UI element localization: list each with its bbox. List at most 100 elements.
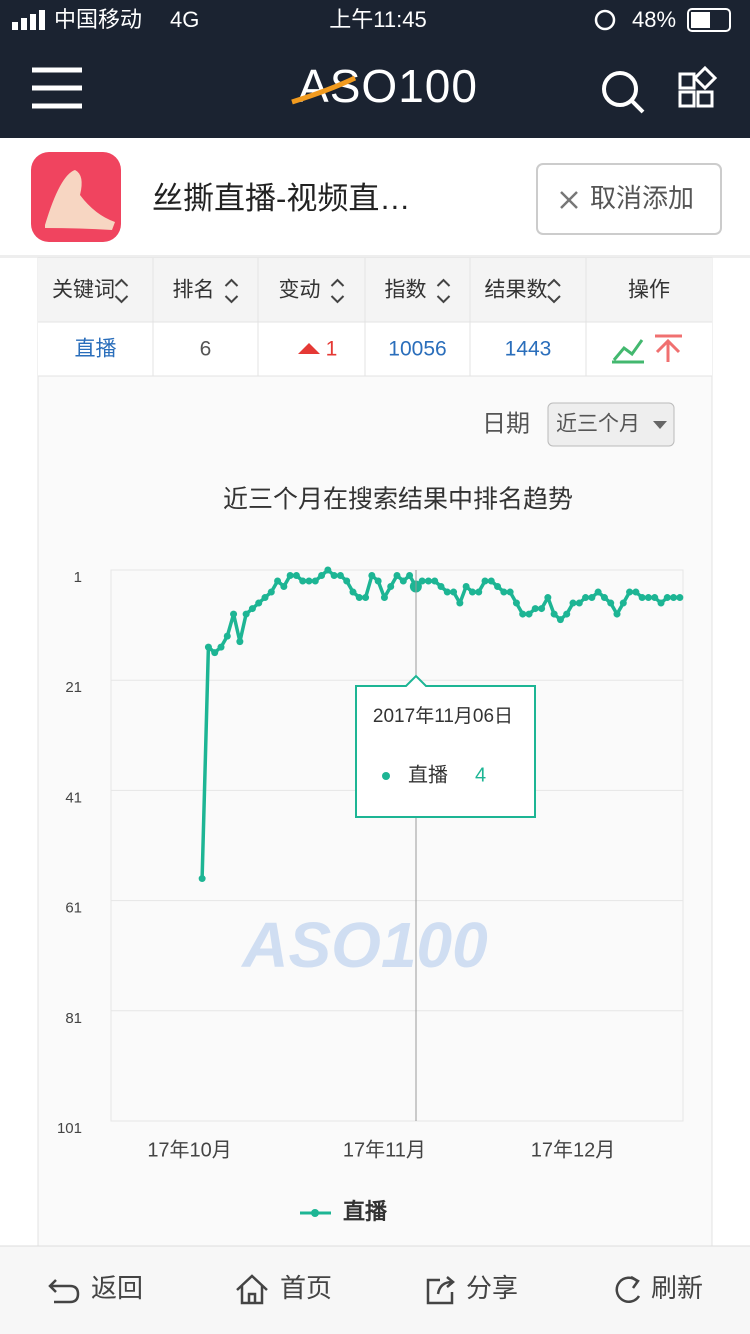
data-point [538,605,546,613]
search-button[interactable] [602,71,645,114]
data-point [324,566,332,574]
data-point [575,599,583,607]
data-point [362,594,370,602]
data-point [613,610,621,618]
data-point [670,594,678,602]
data-point [380,594,388,602]
tooltip-title: 2017年11月06日 [373,705,513,727]
x-tick-label: 17年11月 [343,1138,426,1161]
data-point [588,594,596,602]
y-tick-label: 101 [57,1120,82,1137]
watermark: ASO100 [240,909,487,981]
data-point [638,594,646,602]
logo[interactable]: ASO100 [298,60,478,112]
data-point [563,610,571,618]
data-point [500,588,508,596]
data-point [644,594,652,602]
data-point [550,610,558,618]
nav-refresh[interactable]: 刷新 [651,1273,703,1303]
data-point [651,594,659,602]
column-header[interactable]: 结果数 [485,279,548,302]
data-point [274,577,282,585]
data-point [481,577,489,585]
data-point [424,577,432,585]
data-point [305,577,313,585]
data-point [594,588,602,596]
table-cell: 1 [326,338,338,361]
legend-dot [311,1209,319,1217]
period-select[interactable] [547,402,675,447]
column-header[interactable]: 变动 [279,279,321,302]
nav-back[interactable]: 返回 [91,1273,143,1303]
battery-fill [691,12,710,28]
trend-button[interactable] [612,339,644,364]
back-icon [48,1279,80,1304]
menu-button[interactable] [32,67,82,109]
data-point [248,605,256,613]
data-point [450,588,458,596]
y-tick-label: 81 [65,1010,82,1027]
data-point [267,588,275,596]
data-point [569,599,577,607]
nav-home[interactable]: 首页 [280,1273,332,1303]
tooltip [355,674,536,818]
tooltip-series: 直播 [408,763,448,786]
data-point [393,572,401,580]
up-arrow [298,343,320,354]
cancel-button-label[interactable]: 取消添加 [590,183,694,213]
filter-label: 日期 [482,410,530,437]
data-point [368,572,376,580]
data-point [223,632,231,640]
data-point [299,577,307,585]
data-point [494,583,502,591]
data-point [349,588,357,596]
data-point [607,599,615,607]
data-point [330,572,338,580]
sort-icon [436,278,451,304]
nav-share[interactable]: 分享 [466,1273,518,1303]
data-point [236,638,244,646]
column-header: 操作 [628,279,670,302]
column-header[interactable]: 关键词 [52,279,115,302]
data-point [261,594,269,602]
data-point [406,572,414,580]
y-tick-label: 61 [65,900,82,917]
sort-icon [114,278,129,304]
data-point [475,588,483,596]
data-point [292,572,300,580]
data-point [525,610,533,618]
table-header [38,258,712,322]
tooltip-value: 4 [475,764,486,786]
data-point [280,583,288,591]
data-point [431,577,439,585]
data-point [230,610,238,618]
data-point [418,577,426,585]
data-point [657,599,665,607]
cancel-button[interactable] [536,163,722,235]
apps-button[interactable] [678,65,718,108]
data-point [336,572,344,580]
data-point [217,643,225,651]
data-point [204,643,212,651]
data-point [519,610,527,618]
data-point [556,616,564,624]
battery: 48% [632,7,676,32]
sort-icon [547,278,561,304]
data-point [255,599,263,607]
column-header[interactable]: 指数 [385,279,427,302]
logo-swoosh [291,75,357,105]
y-tick-label: 1 [74,569,82,586]
legend-label[interactable]: 直播 [343,1199,388,1224]
data-point [443,588,451,596]
top-button[interactable] [655,334,682,362]
data-point [626,588,634,596]
data-point [512,599,520,607]
refresh-icon [615,1275,641,1303]
y-tick-label: 41 [65,789,82,806]
battery-icon [687,8,731,32]
period-select-value[interactable]: 近三个月 [556,413,640,436]
table-cell: 1443 [505,338,552,361]
column-header[interactable]: 排名 [173,279,215,302]
clock: 上午11:45 [329,7,426,32]
data-point [676,594,684,602]
